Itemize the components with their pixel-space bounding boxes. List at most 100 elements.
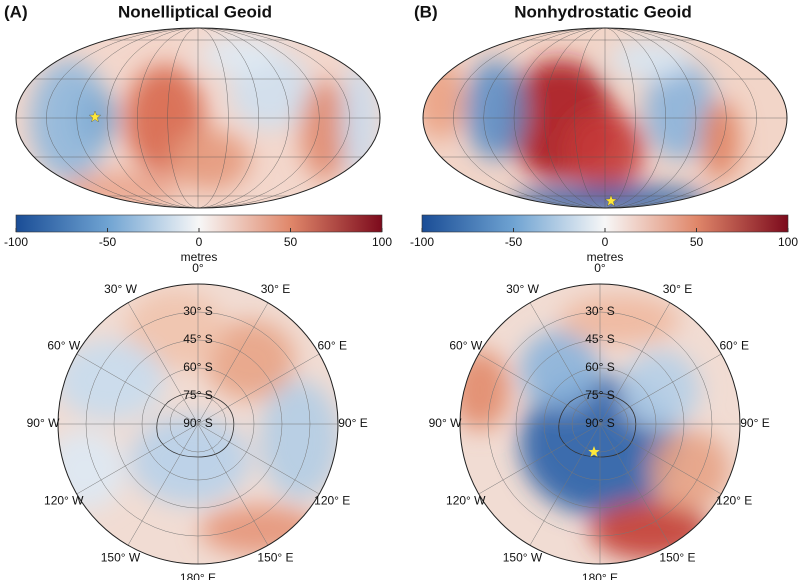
colorbar-tick-label: -100 [4,235,28,249]
latitude-label: 60° S [585,360,614,374]
anomalies [58,290,338,555]
anomaly [423,60,465,140]
graticule [106,28,290,208]
map-border [422,27,788,209]
antarctica [558,392,637,458]
graticule [76,353,199,425]
anomaly [645,60,715,160]
longitude-label: 120° E [716,494,752,508]
map-border [459,283,741,565]
anomaly [170,130,250,190]
latitude-label: 30° S [585,304,614,318]
colorbar-tick-label: -50 [505,235,523,249]
latitude-label: 75° S [585,388,614,402]
graticule [483,28,727,208]
graticule [127,423,199,546]
panel-label: (B) [414,2,438,21]
panel: (A) Nonelliptical Geoid -100 -50 0 50 100 metre… [4,2,392,585]
graticule [197,423,269,546]
graticule [574,28,636,208]
longitude-label: 90° W [27,416,60,430]
latitude-label: 45° S [183,332,212,346]
graticule [529,423,601,546]
colorbar-tick-label: 100 [778,235,798,249]
graticule [197,423,320,495]
polar-map [460,284,740,564]
anomaly [260,380,338,500]
star-marker [588,446,600,457]
panel-title: Nonhydrostatic Geoid [514,2,692,21]
graticule [127,302,199,425]
longitude-label: 90° W [429,416,462,430]
colorbar-label: metres [587,250,624,264]
longitude-label: 60° W [449,339,482,353]
graticule [599,423,722,495]
longitude-label: 90° E [740,416,769,430]
longitude-label: 60° E [317,339,346,353]
graticule [46,28,350,208]
longitude-label: 120° W [44,494,84,508]
latitude-label: 45° S [585,332,614,346]
anomaly [610,40,690,80]
anomaly [200,505,320,555]
anomaly [560,295,680,345]
latitude-label: 75° S [183,388,212,402]
graticule [544,28,666,208]
map-border [57,283,339,565]
map-border [15,27,381,209]
colorbar-tick-label: 0 [196,235,203,249]
longitude-label: 150° W [101,550,141,564]
graticule [599,423,671,546]
longitude-label: 120° E [314,494,350,508]
longitude-label: 30° W [506,282,539,296]
graticule [453,28,757,208]
longitude-label: 60° E [719,339,748,353]
graticule [76,28,320,208]
longitude-label: 90° E [338,416,367,430]
graticule [76,423,199,495]
colorbar-tick-label: 100 [372,235,392,249]
graticule [529,302,601,425]
anomaly [300,80,350,180]
latitude-label: 90° S [585,416,614,430]
longitude-label: 30° W [104,282,137,296]
graticule [197,353,320,425]
colorbar-tick-label: 50 [284,235,298,249]
colorbar-tick-label: 0 [602,235,609,249]
anomaly [205,320,295,400]
star-marker [88,110,102,123]
colorbar-tick-label: -50 [99,235,117,249]
anomaly [125,290,225,370]
latitude-label: 30° S [183,304,212,318]
polar-map [58,284,338,564]
longitude-label: 0° [192,261,204,275]
longitude-label: 0° [594,261,606,275]
longitude-label: 180° E [582,571,618,580]
anomaly [30,60,110,180]
longitude-label: 150° E [659,550,695,564]
panel: (B) Nonhydrostatic Geoid -100 -50 0 50 100 metr… [410,2,798,585]
graticule [197,302,269,425]
graticule [599,302,671,425]
anomaly [700,100,740,180]
anomaly [58,340,165,420]
colorbar-label: metres [181,250,218,264]
graticule [599,353,722,425]
anomaly [520,330,600,410]
anomaly [60,172,180,208]
star-marker [604,194,618,207]
colorbar-tick-label: -100 [410,235,434,249]
graticule [137,28,259,208]
longitude-label: 30° E [663,282,692,296]
longitude-label: 30° E [261,282,290,296]
anomaly [650,430,730,510]
colorbar-tick-label: 50 [690,235,704,249]
anomaly [465,60,525,160]
longitude-label: 180° E [180,571,216,580]
longitude-label: 150° W [503,550,543,564]
latitude-label: 90° S [183,416,212,430]
anomalies [30,35,378,208]
graticule [167,28,229,208]
graticule [478,353,601,425]
